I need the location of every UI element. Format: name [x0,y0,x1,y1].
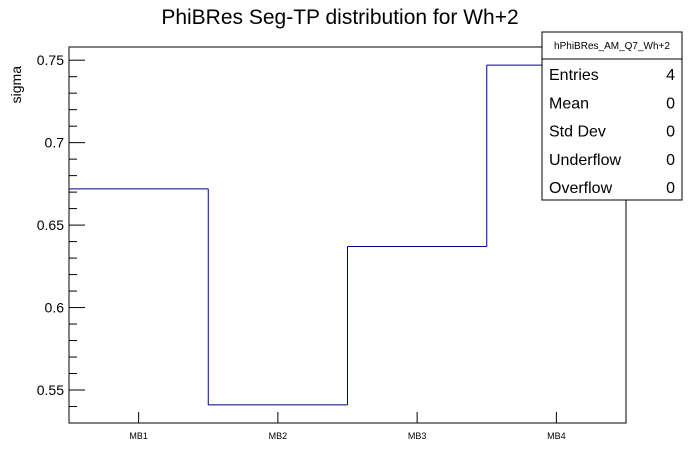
y-axis-label: sigma [8,66,24,104]
stats-box-title: hPhiBRes_AM_Q7_Wh+2 [554,41,670,52]
stats-box-rows: Entries 4 Mean 0 Std Dev 0 Underflow 0 Overflow 0 [549,67,675,197]
x-tick-label: MB4 [547,431,566,441]
stats-label: Underflow [549,152,621,169]
y-tick-label: 0.65 [37,217,64,233]
stats-label: Entries [549,67,599,84]
x-tick-label: MB1 [129,431,148,441]
plot-frame [68,46,627,424]
stats-box: hPhiBRes_AM_Q7_Wh+2 Entries 4 Mean 0 Std Dev… [541,31,683,201]
y-tick-label: 0.55 [37,382,64,398]
stats-box-frame [541,31,683,201]
stats-label: Mean [549,95,589,112]
stats-label: Std Dev [549,124,606,141]
x-axis-category-labels: MB1 MB2 MB3 MB4 [129,431,565,441]
x-axis-ticks [138,412,557,423]
stats-value: 4 [666,67,675,84]
y-tick-label: 0.7 [45,135,65,151]
stats-value: 0 [666,124,675,141]
y-axis-tick-labels: 0.55 0.6 0.65 0.7 0.75 [37,52,64,398]
stats-value: 0 [666,95,675,112]
y-tick-label: 0.6 [45,300,65,316]
chart-title: PhiBRes Seg-TP distribution for Wh+2 [161,6,518,29]
y-axis-ticks [69,59,85,424]
stats-value: 0 [666,180,675,197]
stats-value: 0 [666,152,675,169]
stats-label: Overflow [549,180,613,197]
x-tick-label: MB2 [269,431,288,441]
y-tick-label: 0.75 [37,52,64,68]
x-tick-label: MB3 [408,431,427,441]
